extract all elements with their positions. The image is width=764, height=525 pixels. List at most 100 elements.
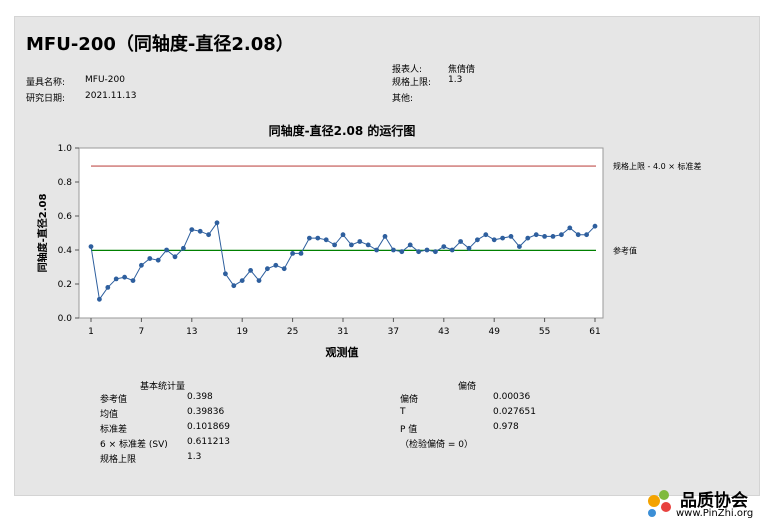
stat-label: 均值 bbox=[100, 410, 119, 420]
stat-value: 1.3 bbox=[187, 452, 202, 462]
x-tick-label: 13 bbox=[186, 327, 197, 337]
x-tick-label: 43 bbox=[438, 327, 449, 337]
stat-label: P 值 bbox=[400, 425, 418, 435]
stat-value: 0.398 bbox=[187, 392, 213, 402]
data-point bbox=[155, 257, 161, 263]
stat-value: 0.611213 bbox=[187, 437, 230, 447]
data-point bbox=[206, 232, 212, 238]
data-point bbox=[130, 278, 136, 283]
data-point bbox=[449, 247, 455, 253]
data-point bbox=[290, 251, 295, 256]
y-tick-label: 0.0 bbox=[58, 314, 73, 324]
study-date-value: 2021.11.13 bbox=[85, 91, 137, 101]
data-point bbox=[147, 256, 153, 261]
data-point bbox=[500, 235, 505, 241]
y-tick-label: 1.0 bbox=[58, 144, 73, 154]
x-tick-label: 1 bbox=[88, 327, 94, 337]
usl-value: 1.3 bbox=[448, 75, 463, 85]
data-point bbox=[416, 249, 421, 255]
data-point bbox=[265, 266, 270, 272]
data-point bbox=[508, 234, 514, 239]
gauge-name-value: MFU-200 bbox=[85, 75, 125, 85]
plot-area bbox=[78, 147, 604, 319]
stat-label: 偏倚 bbox=[400, 395, 419, 405]
data-point bbox=[307, 235, 312, 241]
data-point bbox=[273, 262, 279, 268]
data-point bbox=[559, 232, 564, 238]
data-point bbox=[281, 266, 287, 272]
stat-value: 0.00036 bbox=[493, 392, 531, 402]
data-point bbox=[256, 278, 262, 283]
stat-value: 0.39836 bbox=[187, 407, 225, 417]
watermark-url: www.PinZhi.org bbox=[676, 508, 754, 519]
data-point bbox=[458, 239, 463, 244]
data-point bbox=[172, 254, 178, 260]
reporter-label: 报表人: bbox=[392, 65, 423, 75]
x-tick-label: 19 bbox=[236, 327, 248, 337]
data-point bbox=[332, 242, 337, 248]
data-point bbox=[483, 232, 489, 238]
data-point bbox=[584, 232, 589, 238]
stat-value: 0.101869 bbox=[187, 422, 230, 432]
usl-label: 规格上限: bbox=[392, 78, 432, 88]
x-tick-label: 61 bbox=[589, 327, 600, 337]
data-point bbox=[113, 276, 119, 282]
bias-stats-heading: 偏倚 bbox=[458, 382, 477, 392]
data-point bbox=[433, 249, 438, 255]
data-point bbox=[122, 274, 127, 280]
x-tick-label: 55 bbox=[539, 327, 550, 337]
reference-line-label: 参考值 bbox=[613, 245, 637, 255]
data-point bbox=[365, 242, 371, 248]
x-tick-label: 25 bbox=[287, 327, 298, 337]
stat-label: 规格上限 bbox=[100, 455, 137, 465]
data-point bbox=[575, 232, 581, 238]
data-point bbox=[181, 245, 186, 251]
data-point bbox=[357, 239, 363, 244]
data-point bbox=[88, 244, 94, 250]
data-point bbox=[315, 235, 321, 241]
x-tick-label: 31 bbox=[337, 327, 348, 337]
data-point bbox=[139, 262, 144, 268]
stat-label: 参考值 bbox=[100, 395, 128, 405]
data-point bbox=[97, 296, 102, 302]
basic-stats-heading: 基本统计量 bbox=[140, 382, 186, 392]
data-point bbox=[491, 237, 497, 243]
other-label: 其他: bbox=[392, 94, 414, 104]
stat-label: T bbox=[400, 407, 406, 417]
y-tick-label: 0.6 bbox=[58, 212, 73, 222]
reference-line-label: 规格上限 - 4.0 × 标准差 bbox=[613, 161, 701, 171]
data-point bbox=[567, 225, 573, 231]
data-point bbox=[239, 278, 245, 283]
y-tick-label: 0.8 bbox=[58, 178, 73, 188]
data-point bbox=[197, 228, 203, 234]
data-point bbox=[441, 244, 447, 250]
stat-label: 标准差 bbox=[100, 425, 128, 435]
data-point bbox=[323, 237, 329, 243]
data-point bbox=[189, 227, 195, 233]
stat-value: 0.978 bbox=[493, 422, 519, 432]
data-point bbox=[592, 223, 598, 229]
data-point bbox=[533, 232, 539, 238]
data-point bbox=[424, 247, 430, 253]
data-point bbox=[517, 244, 522, 250]
x-tick-label: 37 bbox=[388, 327, 399, 337]
x-tick-label: 7 bbox=[139, 327, 145, 337]
data-point bbox=[231, 283, 237, 289]
study-date-label: 研究日期: bbox=[26, 94, 66, 104]
data-point bbox=[399, 249, 405, 255]
data-point bbox=[248, 268, 254, 273]
data-point bbox=[164, 247, 170, 253]
data-point bbox=[542, 234, 547, 239]
data-point bbox=[382, 234, 388, 239]
data-point bbox=[374, 247, 379, 253]
data-point bbox=[475, 237, 480, 243]
data-point bbox=[105, 285, 111, 290]
report-title: MFU-200（同轴度-直径2.08） bbox=[26, 34, 294, 55]
data-point bbox=[340, 232, 346, 238]
y-axis-label: 同轴度-直径2.08 bbox=[36, 194, 49, 273]
data-point bbox=[223, 271, 228, 277]
chart-title: 同轴度-直径2.08 的运行图 bbox=[269, 123, 416, 138]
stat-label: 6 × 标准差 (SV) bbox=[100, 440, 168, 450]
data-point bbox=[298, 251, 304, 256]
